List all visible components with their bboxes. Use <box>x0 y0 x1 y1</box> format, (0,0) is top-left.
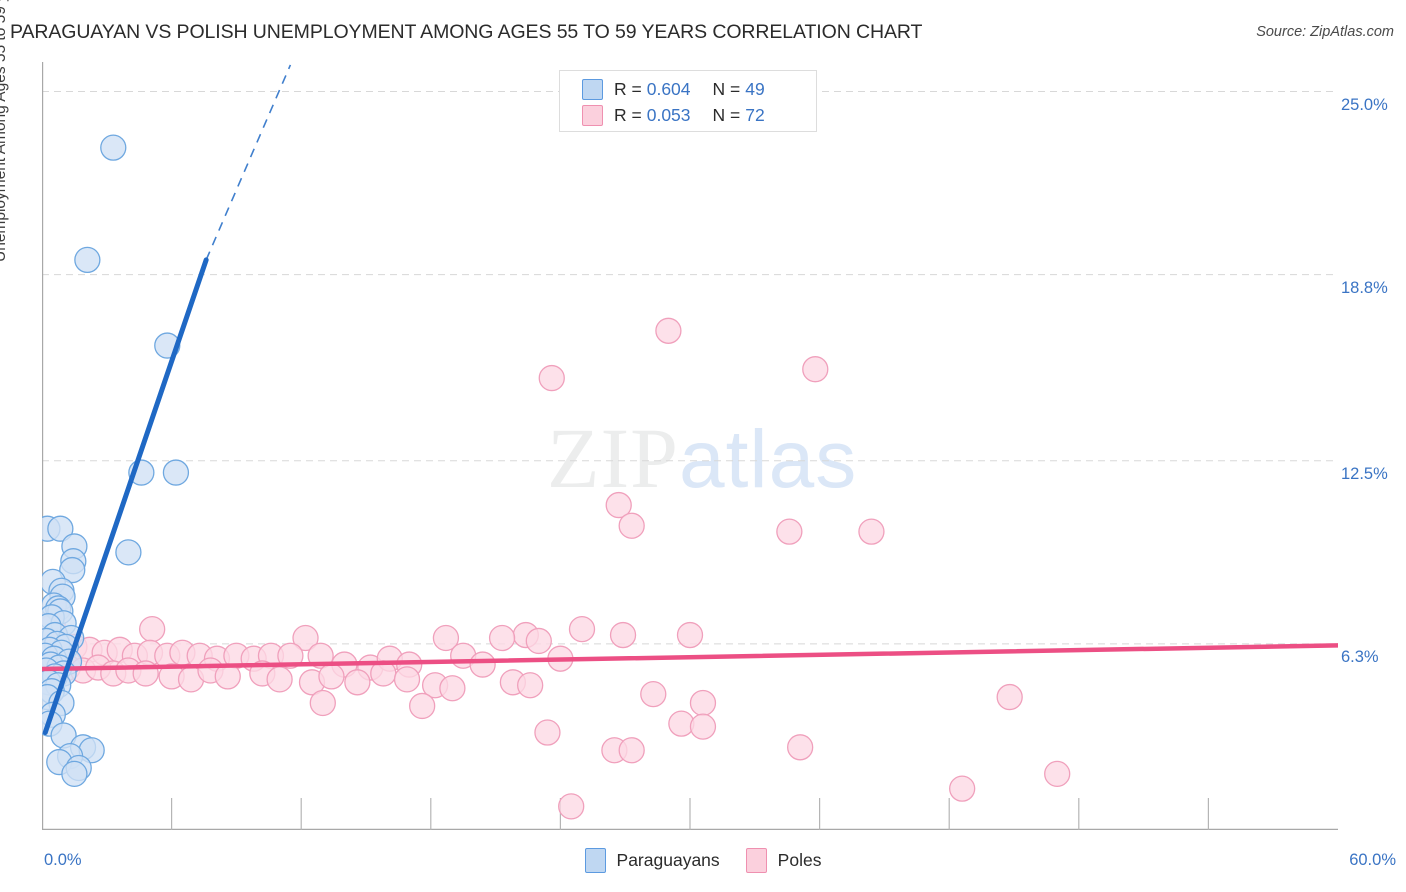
legend-swatch-poles <box>745 847 767 873</box>
x-axis-min-label: 0.0% <box>44 851 82 869</box>
trendline-paraguayans <box>42 64 292 736</box>
r-value-0: 0.604 <box>646 78 691 99</box>
legend-swatch-paraguayans <box>584 847 606 873</box>
legend-item-poles[interactable]: Poles <box>745 847 822 873</box>
y-axis-tick-label: 12.5% <box>1341 464 1388 483</box>
gridlines <box>42 91 1338 645</box>
n-value-0: 49 <box>745 78 765 99</box>
source-attribution: Source: ZipAtlas.com <box>1256 24 1394 40</box>
legend-swatch-pink <box>582 104 603 126</box>
scatter-points-poles <box>42 317 1071 820</box>
correlation-stats-legend: R = 0.604 N = 49 R = 0.053 N = 72 <box>559 70 817 132</box>
trendline-poles <box>42 643 1338 672</box>
n-value-1: 72 <box>745 104 765 125</box>
r-value-1: 0.053 <box>646 104 691 125</box>
legend-item-paraguayans[interactable]: Paraguayans <box>584 847 720 873</box>
r-label-1: R = <box>614 104 642 125</box>
legend-label-paraguayans: Paraguayans <box>616 849 720 870</box>
y-axis-tick-label: 25.0% <box>1341 95 1388 114</box>
plot-area <box>42 62 1338 830</box>
legend-swatch-blue <box>582 78 603 100</box>
stats-row-paraguayans: R = 0.604 N = 49 <box>582 76 765 102</box>
page-title: PARAGUAYAN VS POLISH UNEMPLOYMENT AMONG … <box>10 21 923 43</box>
legend-label-poles: Poles <box>777 849 822 870</box>
n-label-0: N = <box>712 78 741 99</box>
plot-svg <box>42 62 1338 830</box>
series-legend: Paraguayans Poles <box>0 845 1406 875</box>
x-axis-max-label: 60.0% <box>1349 851 1396 869</box>
y-axis-tick-label: 6.3% <box>1341 647 1379 666</box>
y-axis-title: Unemployment Among Ages 55 to 59 years <box>0 0 9 262</box>
n-label-1: N = <box>712 104 741 125</box>
stats-row-poles: R = 0.053 N = 72 <box>582 102 765 128</box>
x-axis-ticks <box>171 798 1210 830</box>
y-axis-tick-label: 18.8% <box>1341 278 1388 297</box>
r-label-0: R = <box>614 78 642 99</box>
